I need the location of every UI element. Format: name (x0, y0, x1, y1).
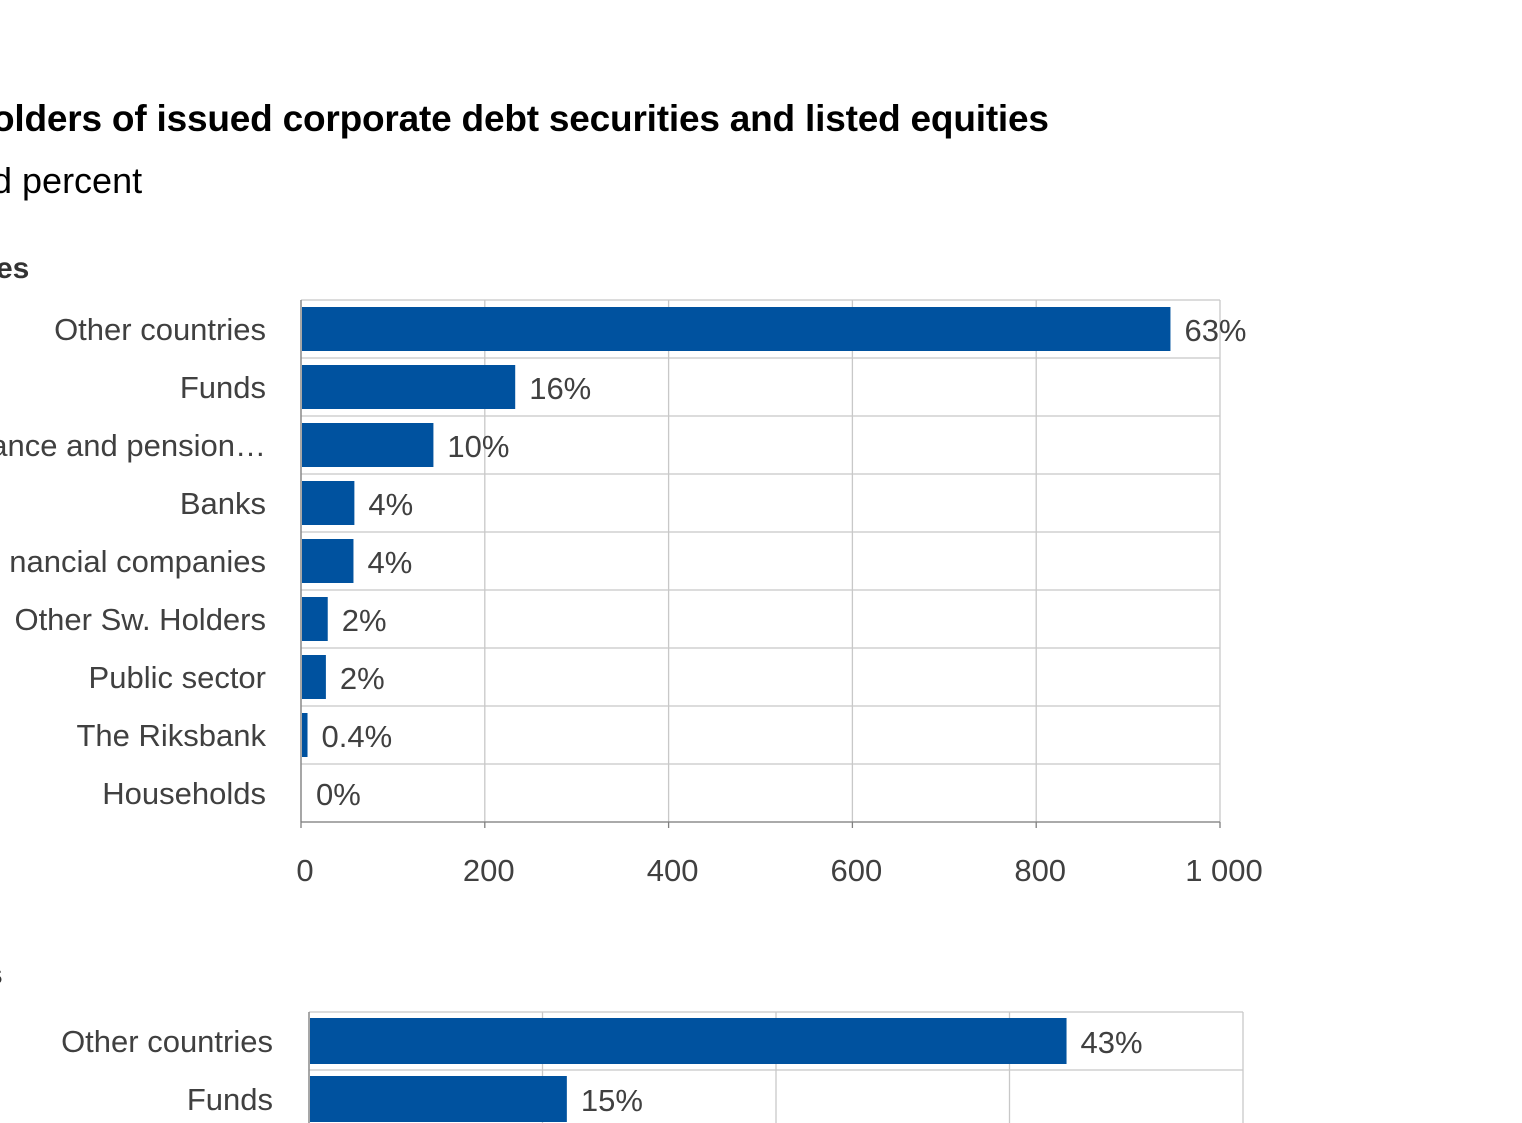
bar (302, 307, 1171, 351)
category-label: Households (102, 776, 266, 811)
data-label: 4% (368, 487, 413, 522)
category-label: nancial companies (9, 544, 266, 579)
data-label: 4% (367, 545, 412, 580)
panel-label-top: es (0, 252, 30, 285)
data-label: 10% (447, 429, 509, 464)
bar (310, 1018, 1067, 1064)
bar (302, 481, 355, 525)
x-tick-label: 600 (831, 853, 883, 888)
data-label: 63% (1184, 313, 1246, 348)
data-label: 2% (340, 661, 385, 696)
bar (302, 655, 326, 699)
category-label: Funds (180, 370, 266, 405)
category-label: Other Sw. Holders (14, 602, 266, 637)
data-label: 15% (581, 1083, 643, 1118)
data-label: 0% (316, 777, 361, 812)
category-label: Other countries (61, 1024, 273, 1059)
panel-label-bottom: s (0, 958, 3, 992)
category-label: The Riksbank (76, 718, 266, 753)
category-label: Funds (187, 1082, 273, 1117)
holders-bar-chart-top: Other countries 63% Funds 16% rance and pens… (0, 299, 1263, 888)
x-tick-label: 0 (296, 853, 313, 888)
category-label: Banks (180, 486, 266, 521)
bar (302, 539, 354, 583)
chart-subtitle: d percent (0, 160, 143, 201)
bar (302, 713, 308, 757)
category-label: Public sector (89, 660, 266, 695)
x-tick-label: 800 (1014, 853, 1066, 888)
data-label: 2% (342, 603, 387, 638)
x-tick-label: 400 (647, 853, 699, 888)
data-label: 16% (529, 371, 591, 406)
category-label: rance and pension… (0, 428, 266, 463)
x-tick-label: 200 (463, 853, 515, 888)
bar (302, 423, 434, 467)
data-label: 43% (1081, 1025, 1143, 1060)
x-tick-label: 1 000 (1185, 853, 1263, 888)
data-label: 0.4% (322, 719, 393, 754)
bar (310, 1076, 567, 1122)
bar (302, 365, 516, 409)
bar (302, 597, 328, 641)
chart-title: olders of issued corporate debt securiti… (0, 98, 1049, 139)
category-label: Other countries (54, 312, 266, 347)
